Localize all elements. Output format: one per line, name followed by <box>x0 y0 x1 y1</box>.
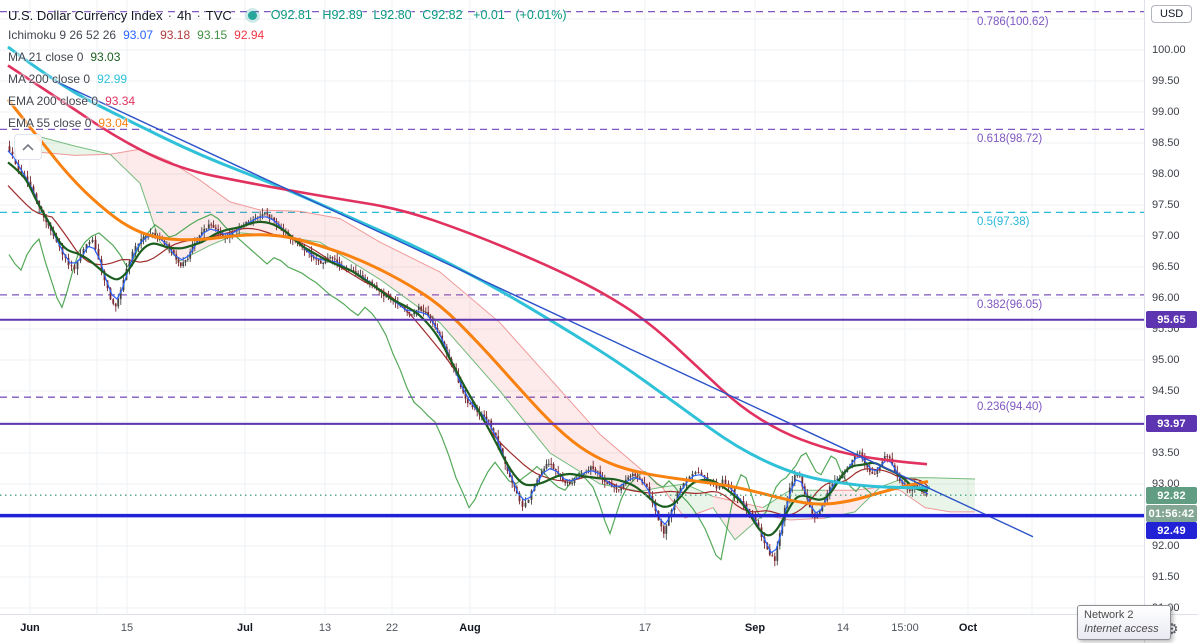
price-axis[interactable]: USD 100.50100.0099.5099.0098.5098.0097.5… <box>1144 0 1198 614</box>
indicator-value: 93.34 <box>105 94 136 108</box>
time-axis-tick: Oct <box>958 622 978 634</box>
indicator-name: MA 21 close 0 <box>8 50 84 64</box>
network-tooltip: Network 2 Internet access <box>1077 605 1171 640</box>
network-name: Network 2 <box>1084 609 1134 621</box>
ema55-line <box>6 98 929 506</box>
chart-canvas[interactable] <box>0 0 1144 614</box>
indicator-row-ma-1[interactable]: MA 21 close 0 93.03 <box>8 49 574 66</box>
indicator-value: 93.07 <box>123 28 154 42</box>
open-value: O92.81 <box>270 8 312 22</box>
indicator-row-ma-2[interactable]: MA 200 close 0 92.99 <box>8 71 574 88</box>
horizontal-level-lines[interactable] <box>0 318 1144 518</box>
indicator-value: 93.15 <box>197 28 228 42</box>
indicator-name: EMA 200 close 0 <box>8 94 99 108</box>
change-value: +0.01 <box>473 8 505 22</box>
time-axis-tick: 22 <box>385 622 399 634</box>
time-axis[interactable]: Jun 15 Jul 13 22 Aug 17 Sep 14 15:00 Oct <box>0 614 1144 643</box>
market-status-icon[interactable] <box>247 10 257 20</box>
fib-level-label: 0.236(94.40) <box>977 401 1043 413</box>
ohlc-values: O92.81 H92.89 L92.80 C92.82 +0.01 (+0.01… <box>271 6 574 24</box>
fib-level-label: 0.5(97.38) <box>977 216 1030 228</box>
indicator-row-ichimoku-0[interactable]: Ichimoku 9 26 52 26 93.07 93.18 93.15 92.94 <box>8 27 574 44</box>
indicator-row-ema-4[interactable]: EMA 55 close 0 93.04 <box>8 115 574 132</box>
network-status: Internet access <box>1084 623 1159 635</box>
exchange-label: TVC <box>205 7 232 23</box>
time-axis-tick: 17 <box>638 622 652 634</box>
candles-layer <box>8 140 928 567</box>
fib-retracement-lines[interactable] <box>0 10 1144 398</box>
fib-level-label: 0.618(98.72) <box>977 133 1043 145</box>
time-axis-tick: Aug <box>459 622 481 634</box>
price-axis-tick: 99.00 <box>1152 106 1180 118</box>
price-axis-tick: 98.50 <box>1152 137 1180 149</box>
price-axis-tick: 95.00 <box>1152 354 1180 366</box>
price-axis-tick: 93.50 <box>1152 447 1180 459</box>
time-axis-tick: 15 <box>120 622 134 634</box>
price-axis-tick: 98.00 <box>1152 168 1180 180</box>
trendline[interactable] <box>54 80 1034 538</box>
symbol-title-row[interactable]: U.S. Dollar Currency Index · 4h · TVC O9… <box>8 6 574 24</box>
last-price-badge: 92.82 <box>1146 487 1197 504</box>
indicator-row-ema-3[interactable]: EMA 200 close 0 93.34 <box>8 93 574 110</box>
price-level-badge: 93.97 <box>1146 415 1197 432</box>
indicator-value: 93.18 <box>160 28 191 42</box>
indicator-name: EMA 55 close 0 <box>8 116 92 130</box>
time-axis-tick: Jun <box>20 622 40 634</box>
separator: · <box>167 7 172 23</box>
price-level-badge: 95.65 <box>1146 311 1197 328</box>
indicator-name: Ichimoku 9 26 52 26 <box>8 28 117 42</box>
chevron-up-icon <box>22 143 34 151</box>
fib-level-label: 0.786(100.62) <box>977 16 1049 28</box>
ema200-line <box>7 64 928 466</box>
indicator-value: 92.99 <box>97 72 128 86</box>
time-axis-tick: 13 <box>318 622 332 634</box>
indicator-name: MA 200 close 0 <box>8 72 91 86</box>
indicator-value: 93.03 <box>90 50 121 64</box>
time-axis-tick: 15:00 <box>891 622 919 634</box>
price-axis-tick: 97.00 <box>1152 230 1180 242</box>
chart-legend: U.S. Dollar Currency Index · 4h · TVC O9… <box>8 6 574 137</box>
price-axis-tick: 91.50 <box>1152 571 1180 583</box>
price-axis-tick: 99.50 <box>1152 75 1180 87</box>
fib-level-label: 0.382(96.05) <box>977 299 1043 311</box>
indicator-legend: Ichimoku 9 26 52 26 93.07 93.18 93.15 92.94 M… <box>8 27 574 132</box>
price-axis-tick: 96.50 <box>1152 261 1180 273</box>
change-percent: (+0.01%) <box>515 8 567 22</box>
price-axis-tick: 92.00 <box>1152 540 1180 552</box>
time-axis-tick: Jul <box>237 622 253 634</box>
price-axis-tick: 96.00 <box>1152 292 1180 304</box>
separator: · <box>196 7 201 23</box>
currency-button[interactable]: USD <box>1151 5 1193 23</box>
price-axis-tick: 94.50 <box>1152 385 1180 397</box>
price-axis-tick: 100.00 <box>1152 44 1186 56</box>
low-value: L92.80 <box>373 8 412 22</box>
interval-label[interactable]: 4h <box>176 7 192 23</box>
price-axis-tick: 97.50 <box>1152 199 1180 211</box>
close-value: C92.82 <box>422 8 463 22</box>
indicator-value: 93.04 <box>98 116 129 130</box>
ma200-line <box>7 45 930 490</box>
ma21-line <box>7 161 929 537</box>
symbol-title[interactable]: U.S. Dollar Currency Index <box>8 7 163 23</box>
high-value: H92.89 <box>322 8 363 22</box>
countdown-badge: 01:56:42 <box>1146 505 1197 522</box>
time-axis-tick: 14 <box>836 622 850 634</box>
legend-collapse-button[interactable] <box>14 134 42 160</box>
time-axis-tick: Sep <box>744 622 766 634</box>
price-level-badge: 92.49 <box>1146 522 1197 539</box>
indicator-value: 92.94 <box>234 28 265 42</box>
